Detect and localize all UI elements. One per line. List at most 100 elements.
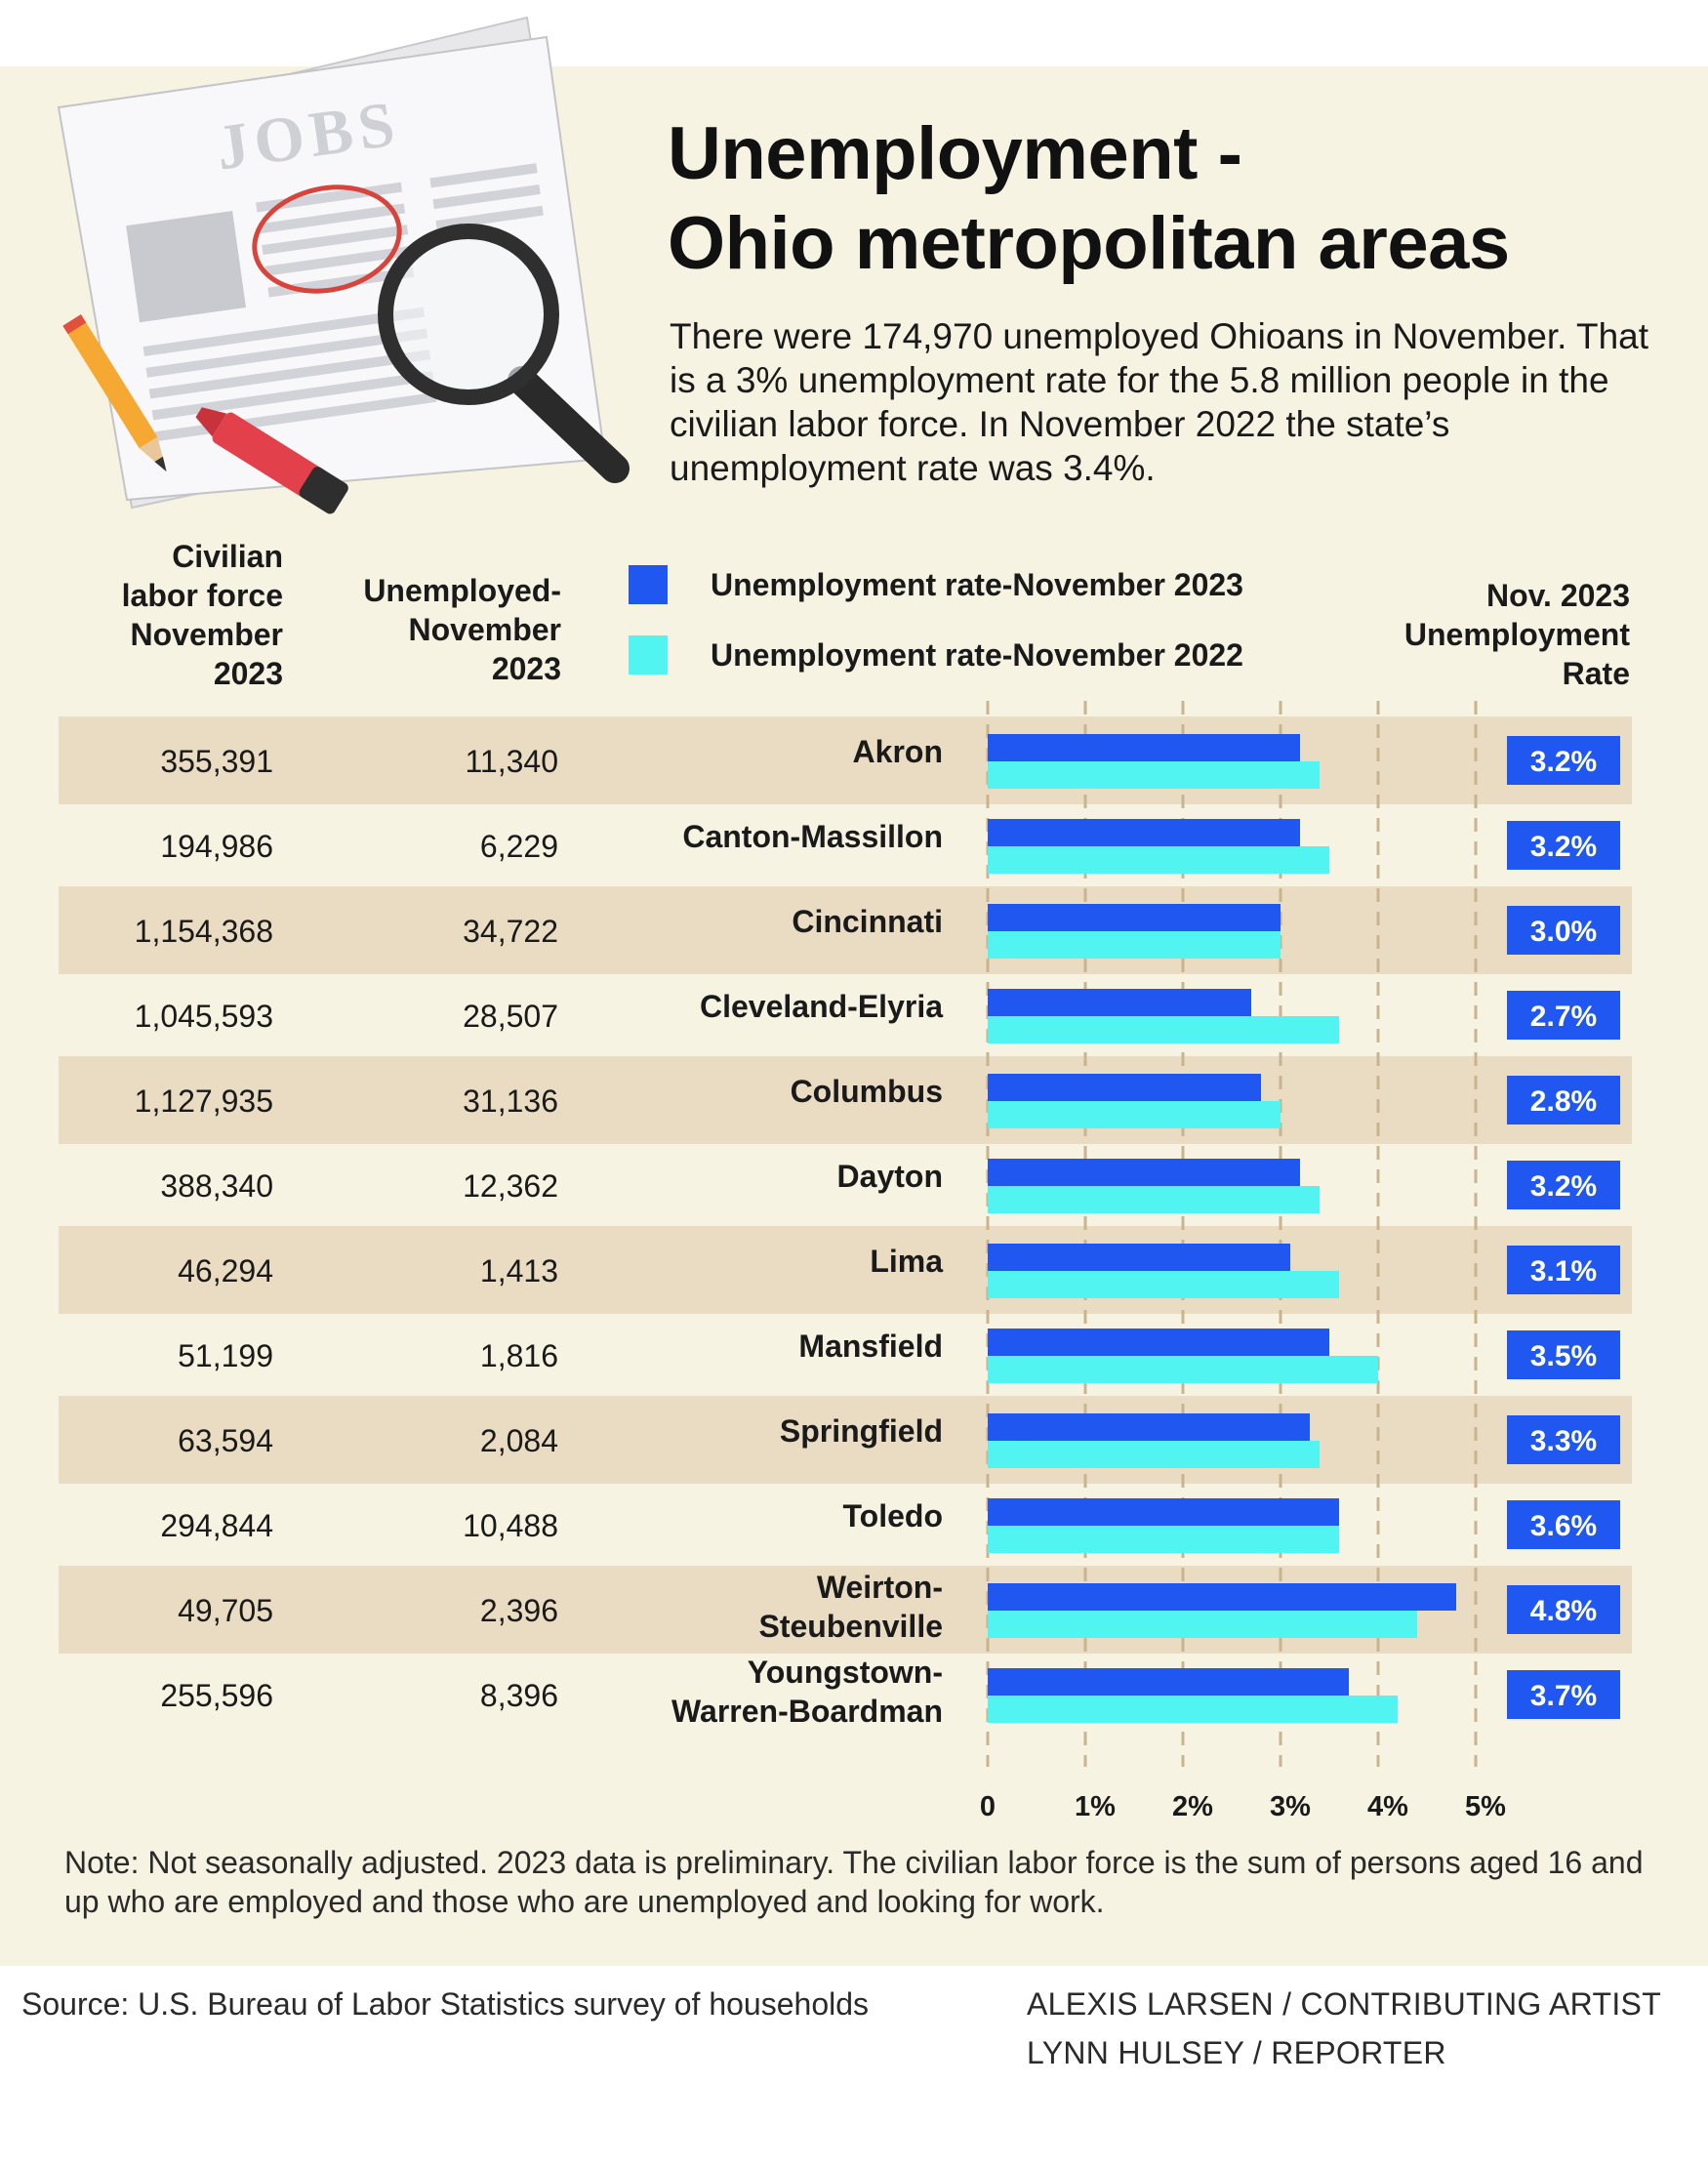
marker-icon: [195, 407, 348, 514]
rate-box: [1507, 1076, 1620, 1124]
rate-box: [1507, 1670, 1620, 1719]
credit-reporter: LYNN HULSEY / REPORTER: [1027, 2035, 1446, 2070]
legend-2022: Unemployment rate-November 2022: [629, 634, 1243, 675]
bar-2022: [988, 1696, 1398, 1723]
labor-force-value: 388,340: [160, 1168, 273, 1204]
labor-force-value: 46,294: [178, 1253, 273, 1288]
header-labor-force: Civilian labor force November 2023: [121, 539, 283, 691]
bar-2023: [988, 1074, 1261, 1101]
bar-2023: [988, 1583, 1456, 1611]
source-line: Source: U.S. Bureau of Labor Statistics …: [21, 1986, 870, 2022]
credit-artist: ALEXIS LARSEN / CONTRIBUTING ARTIST: [1027, 1986, 1662, 2022]
category-label: Lima: [870, 1244, 943, 1279]
category-label: Cincinnati: [792, 904, 943, 939]
bar-2023: [988, 1329, 1329, 1356]
page-title: Unemployment - Ohio metropolitan areas: [668, 112, 1510, 285]
unemployment-chart: 0 1% 2% 3% 4% 5% 355,391 11,340 Akron 3.2% 194,986…: [59, 701, 1632, 1822]
category-label: Toledo: [843, 1498, 944, 1533]
labor-force-value: 49,705: [178, 1593, 273, 1628]
category-label: Dayton: [837, 1159, 943, 1194]
rate-box: [1507, 906, 1620, 955]
footnote: Note: Not seasonally adjusted. 2023 data…: [64, 1845, 1644, 1919]
rate-label: 3.5%: [1530, 1340, 1597, 1372]
unemployed-value: 1,816: [480, 1338, 558, 1373]
legend-label-2022: Unemployment rate-November 2022: [711, 636, 1243, 673]
unemployed-value: 1,413: [480, 1253, 558, 1288]
header-rate: Nov. 2023 Unemployment Rate: [1403, 578, 1630, 691]
row-band: [59, 716, 1632, 804]
row-band: [59, 1056, 1632, 1144]
bar-2022: [988, 846, 1329, 874]
bar-2023: [988, 989, 1251, 1016]
bar-2022: [988, 1611, 1417, 1638]
bar-2022: [988, 1526, 1339, 1553]
rate-label: 2.7%: [1530, 1001, 1597, 1033]
labor-force-value: 294,844: [160, 1508, 273, 1543]
labor-force-value: 1,045,593: [135, 999, 273, 1034]
unemployed-value: 6,229: [480, 829, 558, 864]
unemployed-value: 12,362: [463, 1168, 558, 1204]
rate-box: [1507, 1415, 1620, 1464]
labor-force-value: 255,596: [160, 1678, 273, 1713]
category-label: Weirton-: [817, 1570, 943, 1605]
bar-2022: [988, 761, 1320, 789]
labor-force-value: 355,391: [160, 744, 273, 779]
labor-force-value: 194,986: [160, 829, 273, 864]
unemployed-value: 2,084: [480, 1423, 558, 1458]
category-label: Canton-Massillon: [682, 819, 943, 854]
category-label: Cleveland-Elyria: [700, 989, 943, 1024]
header-unemployed: Unemployed- November 2023: [363, 573, 561, 686]
bar-2022: [988, 1016, 1339, 1043]
category-label: Youngstown-: [748, 1655, 943, 1690]
category-label: Steubenville: [759, 1609, 944, 1644]
rate-label: 2.8%: [1530, 1085, 1597, 1118]
rate-box: [1507, 1585, 1620, 1634]
category-label: Warren-Boardman: [671, 1694, 943, 1729]
x-tick-label: 0: [980, 1791, 996, 1822]
labor-force-value: 63,594: [178, 1423, 273, 1458]
row-band: [59, 886, 1632, 974]
rate-box: [1507, 1500, 1620, 1549]
intro-text: There were 174,970 unemployed Ohioans in…: [670, 316, 1649, 488]
unemployed-value: 11,340: [466, 744, 559, 779]
bar-2023: [988, 819, 1300, 846]
rate-label: 4.8%: [1530, 1595, 1597, 1627]
rate-box: [1507, 1161, 1620, 1209]
bar-2023: [988, 1498, 1339, 1526]
x-tick-label: 1%: [1075, 1791, 1116, 1822]
unemployed-value: 2,396: [480, 1593, 558, 1628]
rate-box: [1507, 1330, 1620, 1379]
newspaper-illustration: JOBS: [57, 16, 630, 514]
bar-2023: [988, 1668, 1349, 1696]
rate-label: 3.1%: [1530, 1255, 1597, 1288]
bar-2023: [988, 904, 1281, 931]
bar-2022: [988, 1186, 1320, 1213]
bar-2022: [988, 1356, 1378, 1383]
bar-2023: [988, 734, 1300, 761]
legend-label-2023: Unemployment rate-November 2023: [711, 566, 1243, 602]
x-tick-label: 5%: [1465, 1791, 1506, 1822]
unemployed-value: 31,136: [463, 1084, 558, 1119]
x-tick-label: 4%: [1367, 1791, 1408, 1822]
rate-box: [1507, 736, 1620, 785]
legend-swatch-2023: [629, 565, 668, 604]
bar-2023: [988, 1413, 1310, 1441]
rate-label: 3.0%: [1530, 916, 1597, 948]
unemployed-value: 34,722: [463, 914, 558, 949]
bar-2023: [988, 1244, 1290, 1271]
rate-label: 3.3%: [1530, 1425, 1597, 1457]
unemployed-value: 8,396: [480, 1678, 558, 1713]
rate-label: 3.2%: [1530, 746, 1597, 778]
pencil-icon: [62, 314, 167, 472]
x-tick-label: 3%: [1270, 1791, 1311, 1822]
row-band: [59, 1226, 1632, 1314]
labor-force-value: 1,127,935: [135, 1084, 273, 1119]
red-circle-mark: [252, 184, 402, 294]
rate-box: [1507, 821, 1620, 870]
magnifying-glass-icon: [378, 224, 630, 483]
labor-force-value: 51,199: [178, 1338, 273, 1373]
unemployed-value: 28,507: [463, 999, 558, 1034]
row-band: [59, 1396, 1632, 1484]
bar-2022: [988, 1101, 1281, 1128]
category-label: Springfield: [780, 1413, 943, 1449]
